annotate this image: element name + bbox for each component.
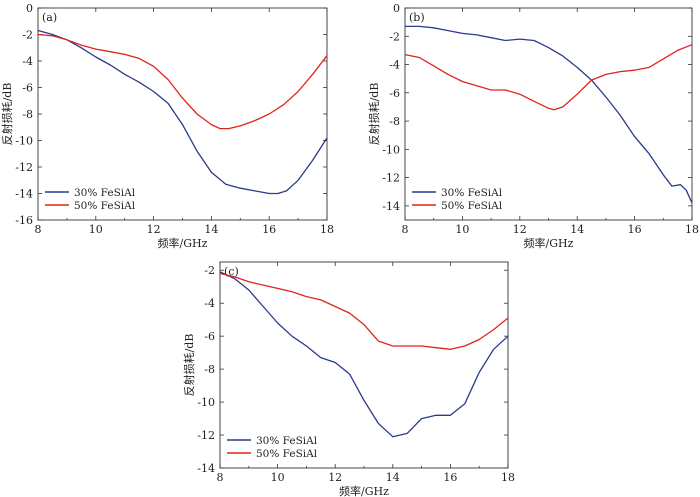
x-tick-label: 8	[35, 223, 42, 236]
y-tick-label: -6	[22, 82, 33, 95]
x-tick-label: 8	[402, 223, 409, 236]
series-line-50pct	[219, 272, 509, 350]
y-tick-label: -14	[197, 462, 215, 475]
y-tick-label: -8	[22, 108, 33, 121]
legend-label: 30% FeSiAl	[74, 187, 136, 199]
y-tick-label: -12	[15, 161, 33, 174]
y-tick-label: -8	[389, 115, 400, 128]
y-tick-label: -2	[204, 264, 215, 277]
x-tick-label: 12	[513, 223, 527, 236]
x-tick-label: 10	[89, 223, 103, 236]
y-tick-label: -2	[22, 29, 33, 42]
y-tick-label: -2	[389, 30, 400, 43]
chart-panel-b: 8 10 12 14 16 18 0 -2 -4 -6 -8 -10 -12 -14 频率/GHz 反射损耗/…	[367, 2, 699, 250]
chart-panel-c: 8 10 12 14 16 18 -2 -4 -6 -8 -10 -12 -14 频率/GHz 反射损耗/d…	[182, 261, 515, 497]
panel-label: (b)	[409, 11, 425, 24]
x-tick-label: 8	[217, 471, 224, 484]
series-line-30pct	[219, 271, 509, 438]
x-tick-label: 18	[501, 471, 515, 484]
x-tick-label: 14	[570, 223, 584, 236]
x-tick-label: 12	[328, 471, 342, 484]
y-tick-label: -6	[204, 330, 215, 343]
legend-label: 30% FeSiAl	[256, 435, 318, 447]
y-tick-label: -6	[389, 87, 400, 100]
x-tick-label: 18	[320, 223, 334, 236]
x-tick-label: 14	[204, 223, 218, 236]
series-line-50pct	[37, 33, 328, 130]
legend-label: 50% FeSiAl	[441, 200, 503, 212]
y-tick-label: -4	[22, 55, 33, 68]
y-tick-label: -16	[15, 214, 33, 227]
y-tick-label: -10	[15, 135, 33, 148]
y-tick-label: -12	[382, 172, 400, 185]
legend-label: 50% FeSiAl	[256, 448, 318, 460]
y-tick-label: -10	[382, 143, 400, 156]
legend-label: 30% FeSiAl	[441, 187, 503, 199]
x-axis-label: 频率/GHz	[158, 236, 208, 250]
x-tick-label: 10	[455, 223, 469, 236]
x-tick-label: 18	[685, 223, 699, 236]
x-tick-label: 14	[386, 471, 400, 484]
y-axis-label: 反射损耗/dB	[367, 83, 381, 146]
y-axis-label: 反射损耗/dB	[182, 334, 196, 397]
x-axis-label: 频率/GHz	[524, 236, 574, 250]
y-tick-label: 0	[393, 2, 400, 15]
series-line-30pct	[405, 25, 693, 204]
y-tick-label: -4	[204, 297, 215, 310]
x-tick-label: 10	[271, 471, 285, 484]
chart-panel-a: 8 10 12 14 16 18 0 -2 -4 -6 -8 -10 -12 -14 -16 频率/GHz 反射…	[0, 2, 334, 250]
x-axis-label: 频率/GHz	[339, 484, 389, 497]
panel-label: (a)	[42, 11, 57, 24]
legend-label: 50% FeSiAl	[74, 200, 136, 212]
y-tick-label: -8	[204, 363, 215, 376]
y-tick-label: -14	[15, 188, 33, 201]
x-tick-label: 12	[147, 223, 161, 236]
y-tick-label: 0	[26, 2, 33, 15]
x-tick-label: 16	[262, 223, 276, 236]
series-line-30pct	[37, 29, 328, 195]
series-line-50pct	[404, 44, 693, 111]
y-axis-label: 反射损耗/dB	[0, 83, 14, 146]
y-tick-label: -12	[197, 429, 215, 442]
y-tick-label: -10	[197, 396, 215, 409]
x-tick-label: 16	[628, 223, 642, 236]
y-tick-label: -4	[389, 59, 400, 72]
x-tick-label: 16	[443, 471, 457, 484]
y-tick-label: -14	[382, 200, 400, 213]
